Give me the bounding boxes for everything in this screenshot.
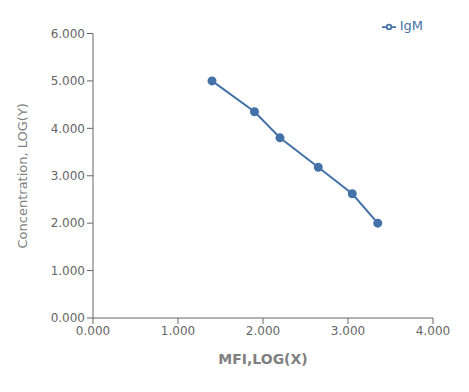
svg-text:3.000: 3.000 <box>331 324 365 338</box>
svg-text:2.000: 2.000 <box>246 324 280 338</box>
svg-text:2.000: 2.000 <box>51 216 85 230</box>
svg-text:0.000: 0.000 <box>76 324 110 338</box>
svg-text:0.000: 0.000 <box>51 311 85 325</box>
svg-text:4.000: 4.000 <box>51 122 85 136</box>
svg-text:3.000: 3.000 <box>51 169 85 183</box>
svg-text:6.000: 6.000 <box>51 27 85 41</box>
svg-text:Concentration, LOG(Y): Concentration, LOG(Y) <box>15 103 30 248</box>
svg-text:MFI,LOG(X): MFI,LOG(X) <box>218 351 307 367</box>
svg-text:4.000: 4.000 <box>416 324 450 338</box>
svg-text:5.000: 5.000 <box>51 74 85 88</box>
html-text:IgM: IgM <box>399 18 423 33</box>
svg-text:1.000: 1.000 <box>161 324 195 338</box>
svg-text:1.000: 1.000 <box>51 264 85 278</box>
